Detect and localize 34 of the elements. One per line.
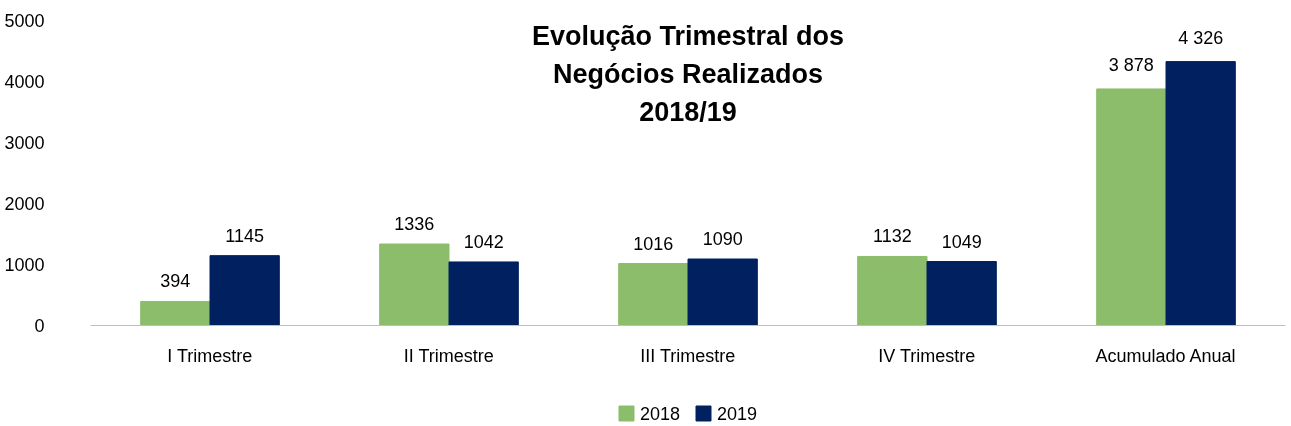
x-tick-label: IV Trimestre [878, 345, 976, 366]
y-tick-label: 3000 [4, 133, 45, 153]
bar [1096, 88, 1167, 326]
bar [687, 258, 758, 326]
bar [209, 255, 280, 326]
data-label: 394 [160, 271, 191, 292]
x-tick-label: I Trimestre [167, 345, 253, 366]
y-tick-label: 1000 [4, 255, 45, 275]
y-tick-label: 4000 [4, 72, 45, 92]
legend-label: 2018 [640, 404, 681, 424]
bar [618, 263, 689, 326]
data-label: 1090 [702, 229, 743, 250]
data-label: 1049 [941, 231, 982, 252]
data-label: 1042 [463, 231, 504, 252]
y-tick-label: 5000 [4, 11, 45, 31]
bar [140, 300, 211, 326]
y-tick-label: 2000 [4, 194, 45, 214]
bar [1165, 61, 1236, 326]
data-label: 1336 [394, 214, 435, 234]
x-tick-label: III Trimestre [640, 345, 736, 366]
bar [926, 261, 997, 326]
bar [379, 243, 450, 326]
y-tick-label: 0 [34, 316, 45, 336]
x-tick-label: II Trimestre [403, 345, 494, 366]
text: Evolução Trimestral dos Negócios Realizados 2018/19 [531, 20, 845, 127]
data-label: 1132 [872, 226, 912, 247]
data-label: 1145 [225, 225, 265, 246]
data-label: 3 878 [1108, 54, 1154, 75]
data-label: 4 326 [1178, 27, 1224, 48]
x-tick-label: Acumulado Anual [1095, 345, 1236, 366]
bar [448, 261, 519, 326]
data-label: 1016 [633, 233, 674, 254]
bar [857, 255, 928, 326]
legend-label: 2019 [717, 404, 758, 424]
